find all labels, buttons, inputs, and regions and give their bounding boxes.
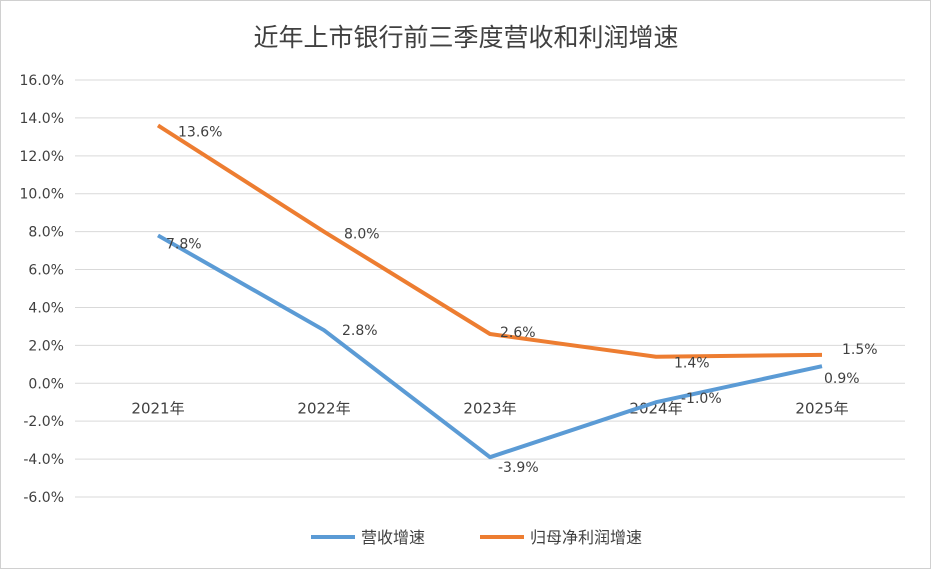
data-label: 8.0% — [344, 227, 380, 243]
y-tick-label: 8.0% — [28, 225, 64, 241]
data-label: 1.5% — [842, 342, 878, 358]
chart-title: 近年上市银行前三季度营收和利润增速 — [253, 23, 678, 52]
y-tick-label: 16.0% — [20, 73, 64, 89]
data-label: -3.9% — [498, 460, 539, 476]
x-tick-label: 2021年 — [131, 399, 184, 417]
data-label: 13.6% — [178, 124, 222, 140]
data-label: 2.6% — [500, 325, 536, 341]
y-tick-label: 6.0% — [28, 263, 64, 279]
series-line-2 — [156, 123, 823, 359]
y-tick-label: 12.0% — [20, 149, 64, 165]
x-tick-label: 2024年 — [629, 399, 682, 417]
x-tick-label: 2025年 — [795, 399, 848, 417]
data-label: 0.9% — [824, 371, 860, 387]
y-tick-label: -4.0% — [23, 452, 64, 468]
data-label: 7.8% — [166, 236, 202, 252]
y-tick-label: -2.0% — [23, 414, 64, 430]
data-label: 2.8% — [342, 323, 378, 339]
data-label: 1.4% — [674, 356, 710, 372]
x-tick-label: 2023年 — [463, 399, 516, 417]
y-tick-label: 0.0% — [28, 376, 64, 392]
y-tick-label: 4.0% — [28, 300, 64, 316]
y-tick-label: 14.0% — [20, 111, 64, 127]
y-tick-label: 10.0% — [20, 187, 64, 203]
legend-label: 营收增速 — [361, 528, 425, 547]
y-tick-label: 2.0% — [28, 338, 64, 354]
data-label: -1.0% — [681, 391, 722, 407]
x-tick-label: 2022年 — [297, 399, 350, 417]
y-tick-label: -6.0% — [23, 490, 64, 506]
series-line-1 — [157, 233, 823, 460]
legend-label: 归母净利润增速 — [530, 528, 642, 547]
